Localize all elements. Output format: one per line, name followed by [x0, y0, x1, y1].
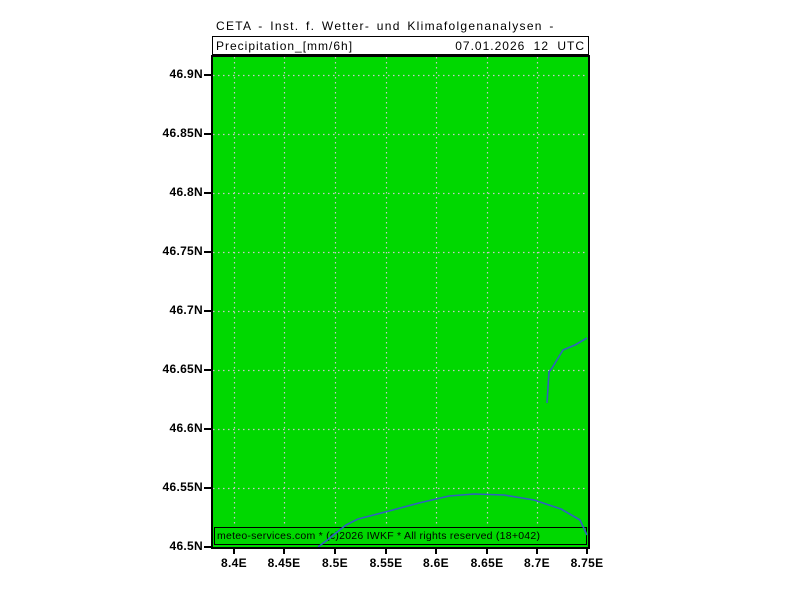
- y-tick-label: 46.75N: [162, 244, 203, 258]
- y-tick-label: 46.8N: [169, 185, 203, 199]
- x-tick: [334, 549, 336, 554]
- river-layer: [317, 337, 588, 547]
- x-tick-label: 8.4E: [221, 556, 247, 570]
- gridline-layer: [213, 57, 588, 547]
- x-tick-label: 8.75E: [570, 556, 604, 570]
- x-tick-label: 8.65E: [470, 556, 504, 570]
- x-tick-label: 8.7E: [524, 556, 550, 570]
- x-tick: [586, 549, 588, 554]
- y-tick: [204, 546, 211, 548]
- river-east: [546, 337, 588, 404]
- x-tick: [435, 549, 437, 554]
- y-tick: [204, 487, 211, 489]
- y-tick: [204, 369, 211, 371]
- x-tick-label: 8.45E: [267, 556, 301, 570]
- y-tick-label: 46.55N: [162, 480, 203, 494]
- y-tick-label: 46.9N: [169, 67, 203, 81]
- x-tick-label: 8.5E: [322, 556, 348, 570]
- y-tick-label: 46.65N: [162, 362, 203, 376]
- x-tick: [486, 549, 488, 554]
- copyright-text: meteo-services.com * (c)2026 IWKF * All …: [217, 530, 541, 542]
- y-tick: [204, 310, 211, 312]
- y-tick: [204, 428, 211, 430]
- x-tick-label: 8.6E: [423, 556, 449, 570]
- x-tick-label: 8.55E: [369, 556, 403, 570]
- y-tick: [204, 74, 211, 76]
- header-bar: Precipitation_[mm/6h] 07.01.2026 12 UTC: [212, 36, 589, 55]
- x-tick: [233, 549, 235, 554]
- product-label: Precipitation_[mm/6h]: [216, 38, 354, 53]
- map-area: meteo-services.com * (c)2026 IWKF * All …: [211, 55, 590, 549]
- y-tick: [204, 251, 211, 253]
- x-tick: [385, 549, 387, 554]
- y-tick-label: 46.5N: [169, 539, 203, 553]
- y-tick-label: 46.85N: [162, 126, 203, 140]
- copyright-box: meteo-services.com * (c)2026 IWKF * All …: [214, 527, 587, 545]
- y-tick: [204, 192, 211, 194]
- y-tick-label: 46.6N: [169, 421, 203, 435]
- y-tick: [204, 133, 211, 135]
- x-tick: [536, 549, 538, 554]
- figure-title: CETA - Inst. f. Wetter- und Klimafolgena…: [216, 19, 555, 33]
- x-tick: [283, 549, 285, 554]
- y-tick-label: 46.7N: [169, 303, 203, 317]
- valid-datetime: 07.01.2026 12 UTC: [455, 38, 585, 53]
